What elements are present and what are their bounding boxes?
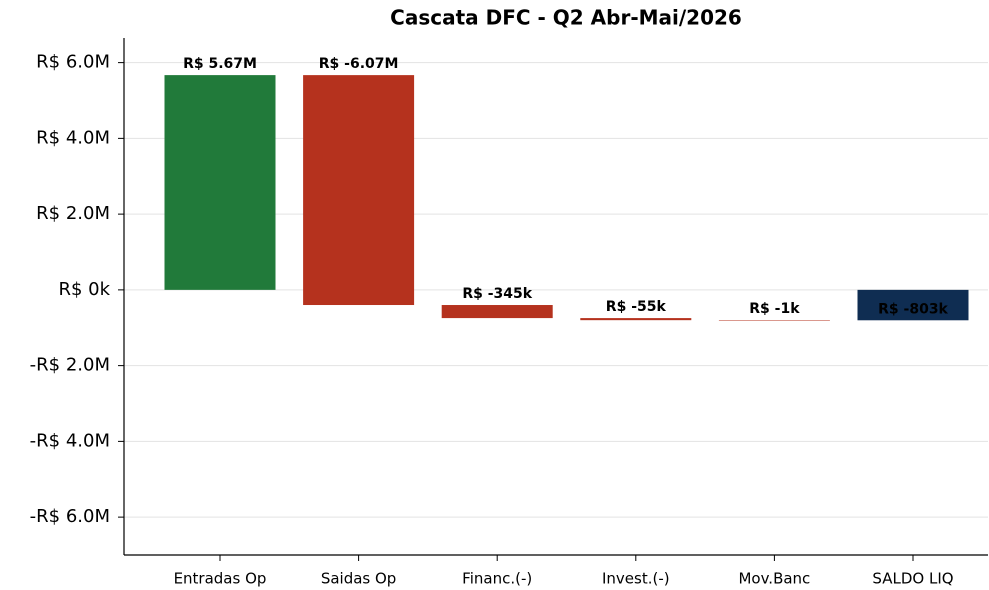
x-tick-label: Financ.(-) (462, 570, 532, 588)
chart-title: Cascata DFC - Q2 Abr-Mai/2026 (390, 6, 742, 30)
bar (441, 305, 553, 319)
value-label: R$ -55k (606, 299, 667, 315)
value-label: R$ -6.07M (319, 56, 399, 72)
bar (718, 320, 830, 321)
y-tick-label: R$ 4.0M (36, 127, 110, 148)
bar (303, 75, 415, 306)
y-tick-label: -R$ 2.0M (30, 355, 110, 376)
bar (857, 289, 969, 321)
y-tick-label: R$ 0k (58, 279, 110, 300)
y-tick-label: R$ 6.0M (36, 52, 110, 73)
y-tick-label: -R$ 6.0M (30, 506, 110, 527)
x-tick-label: Invest.(-) (602, 570, 670, 588)
x-tick-label: Saidas Op (321, 570, 397, 588)
value-label: R$ -345k (462, 286, 532, 302)
value-label: R$ -803k (878, 301, 948, 317)
value-label: R$ -1k (749, 301, 800, 317)
y-tick-label: R$ 2.0M (36, 203, 110, 224)
x-tick-label: SALDO LIQ (872, 570, 953, 588)
x-tick-label: Entradas Op (174, 570, 267, 588)
x-tick-label: Mov.Banc (738, 570, 810, 588)
bar (164, 75, 276, 290)
y-tick-label: -R$ 4.0M (30, 430, 110, 451)
bar (580, 318, 692, 321)
value-label: R$ 5.67M (183, 56, 257, 72)
